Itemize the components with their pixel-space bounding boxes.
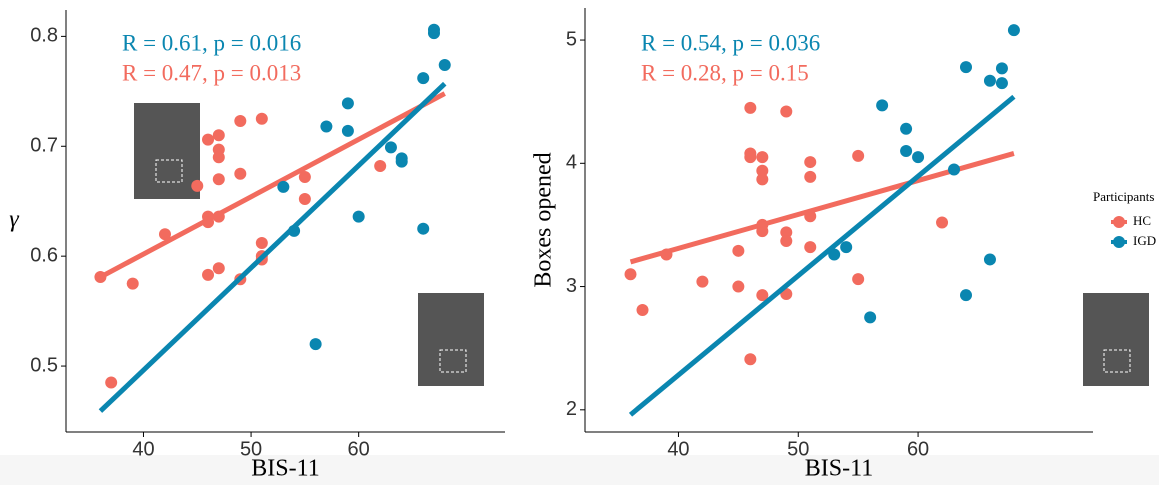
legend-label: HC [1133, 213, 1151, 228]
point [804, 241, 817, 254]
legend-swatch [1113, 216, 1125, 228]
point [983, 74, 996, 87]
point [202, 268, 215, 281]
point [234, 114, 247, 127]
point [995, 62, 1008, 75]
point [756, 173, 769, 186]
point [780, 105, 793, 118]
x-tick-label: 60 [348, 438, 370, 460]
y-tick-label: 0.7 [30, 135, 58, 157]
fit-line [99, 91, 446, 280]
point [900, 122, 913, 135]
point [341, 124, 354, 137]
annotation: R = 0.54, p = 0.036 [641, 30, 820, 55]
y-axis-label: γ [9, 207, 19, 233]
legend-label: IGD [1133, 233, 1156, 248]
footer-band [0, 455, 1159, 485]
point [352, 210, 365, 223]
point [960, 289, 972, 302]
point [995, 77, 1008, 90]
y-tick-label: 0.5 [30, 354, 58, 376]
point [852, 273, 865, 286]
point [936, 216, 949, 229]
point [212, 173, 225, 186]
point [320, 120, 333, 133]
point [417, 222, 430, 235]
legend-swatch [1113, 236, 1125, 248]
x-axis-label: BIS-11 [251, 456, 319, 482]
point [756, 164, 769, 177]
point [234, 167, 247, 180]
inset-image [134, 103, 1149, 386]
x-tick-label: 50 [787, 438, 809, 460]
point [255, 236, 268, 249]
point [277, 180, 290, 193]
point [341, 97, 354, 110]
x-axis-label: BIS-11 [805, 456, 873, 482]
point [983, 253, 996, 266]
point [298, 171, 311, 184]
point [912, 151, 925, 164]
y-tick-label: 2 [566, 398, 577, 420]
annotation: R = 0.61, p = 0.016 [122, 30, 301, 55]
point [298, 193, 311, 206]
point [744, 101, 757, 114]
point [852, 149, 865, 162]
point [395, 155, 408, 168]
point [212, 129, 225, 142]
point [744, 353, 757, 366]
point [384, 141, 397, 154]
point [780, 234, 793, 247]
point [202, 133, 215, 146]
point [804, 170, 817, 183]
point [840, 241, 853, 254]
y-axis-label: Boxes opened [531, 152, 557, 287]
x-tick-label: 60 [907, 438, 929, 460]
point [255, 112, 268, 125]
point [876, 99, 889, 112]
point [212, 151, 225, 164]
annotation: R = 0.28, p = 0.15 [641, 60, 809, 85]
point [948, 163, 961, 176]
point [427, 23, 440, 36]
y-tick-label: 4 [566, 152, 577, 174]
y-tick-label: 0.6 [30, 244, 58, 266]
point [105, 376, 118, 389]
point [744, 151, 757, 164]
point [309, 338, 322, 351]
point [732, 244, 745, 257]
point [864, 311, 877, 324]
point [158, 228, 171, 241]
point [696, 275, 709, 288]
x-tick-label: 40 [132, 438, 154, 460]
x-tick-label: 40 [667, 438, 689, 460]
point [780, 226, 793, 239]
annotation: R = 0.47, p = 0.013 [122, 60, 301, 85]
point [417, 72, 430, 85]
y-tick-label: 0.8 [30, 25, 58, 47]
point [732, 280, 745, 293]
point [126, 277, 139, 290]
point [438, 58, 451, 71]
fit-line [628, 94, 1016, 417]
point [374, 160, 387, 173]
point [636, 303, 649, 316]
legend-title: Participants [1093, 189, 1154, 204]
point [804, 156, 817, 169]
point [624, 268, 637, 281]
y-tick-label: 3 [566, 275, 577, 297]
point [212, 262, 225, 275]
y-tick-label: 5 [566, 28, 577, 50]
point [191, 179, 204, 192]
x-tick-label: 50 [240, 438, 262, 460]
point [756, 151, 769, 164]
point [1007, 24, 1020, 37]
point [960, 61, 972, 74]
point [900, 144, 913, 157]
point [756, 289, 769, 302]
point [756, 225, 769, 238]
fit-line [98, 81, 447, 413]
